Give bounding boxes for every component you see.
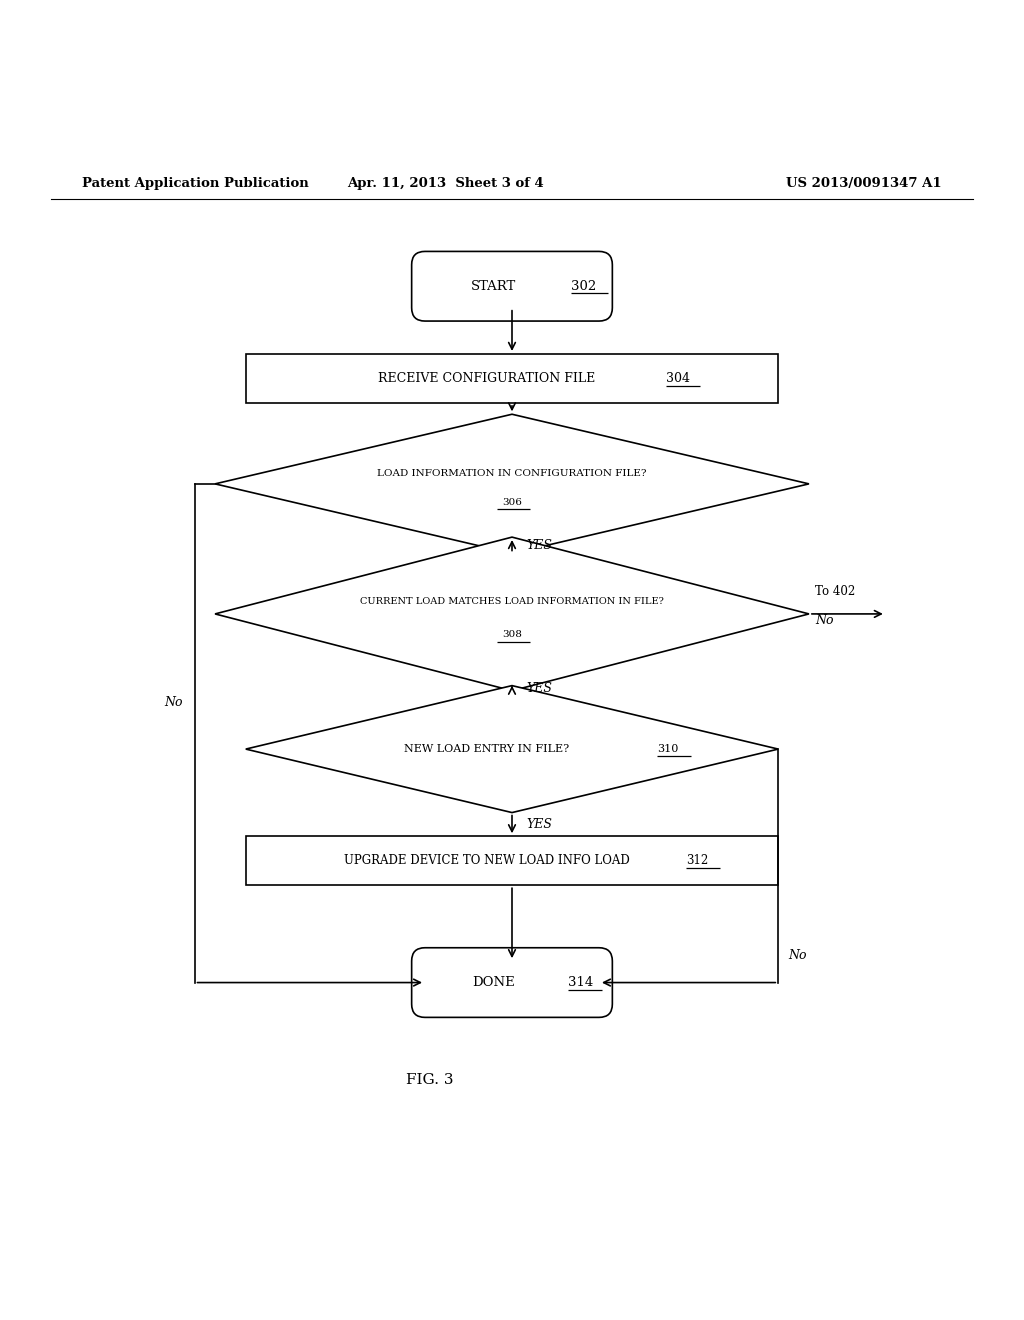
FancyBboxPatch shape	[412, 948, 612, 1018]
Text: UPGRADE DEVICE TO NEW LOAD INFO LOAD: UPGRADE DEVICE TO NEW LOAD INFO LOAD	[343, 854, 630, 867]
Text: RECEIVE CONFIGURATION FILE: RECEIVE CONFIGURATION FILE	[378, 372, 595, 385]
Text: FIG. 3: FIG. 3	[407, 1073, 454, 1086]
Text: No: No	[788, 949, 807, 962]
Polygon shape	[215, 414, 809, 553]
Text: No: No	[815, 614, 834, 627]
Text: DONE: DONE	[472, 975, 515, 989]
Polygon shape	[215, 537, 809, 690]
Text: CURRENT LOAD MATCHES LOAD INFORMATION IN FILE?: CURRENT LOAD MATCHES LOAD INFORMATION IN…	[360, 597, 664, 606]
Text: To 402: To 402	[815, 585, 855, 598]
Text: 302: 302	[571, 280, 597, 293]
FancyBboxPatch shape	[412, 251, 612, 321]
Text: YES: YES	[526, 818, 552, 830]
Text: 312: 312	[686, 854, 709, 867]
Text: No: No	[164, 696, 182, 709]
Text: YES: YES	[526, 539, 552, 552]
Text: 314: 314	[568, 975, 594, 989]
Text: Patent Application Publication: Patent Application Publication	[82, 177, 308, 190]
Text: LOAD INFORMATION IN CONFIGURATION FILE?: LOAD INFORMATION IN CONFIGURATION FILE?	[377, 469, 647, 478]
Text: 304: 304	[666, 372, 689, 385]
Text: 306: 306	[502, 498, 522, 507]
Text: YES: YES	[526, 681, 552, 694]
Polygon shape	[246, 685, 778, 813]
Text: NEW LOAD ENTRY IN FILE?: NEW LOAD ENTRY IN FILE?	[403, 744, 569, 754]
Bar	[246, 354, 778, 403]
Text: 310: 310	[657, 744, 679, 754]
Text: US 2013/0091347 A1: US 2013/0091347 A1	[786, 177, 942, 190]
Text: START: START	[471, 280, 516, 293]
Bar	[246, 836, 778, 886]
Text: Apr. 11, 2013  Sheet 3 of 4: Apr. 11, 2013 Sheet 3 of 4	[347, 177, 544, 190]
Text: 308: 308	[502, 630, 522, 639]
